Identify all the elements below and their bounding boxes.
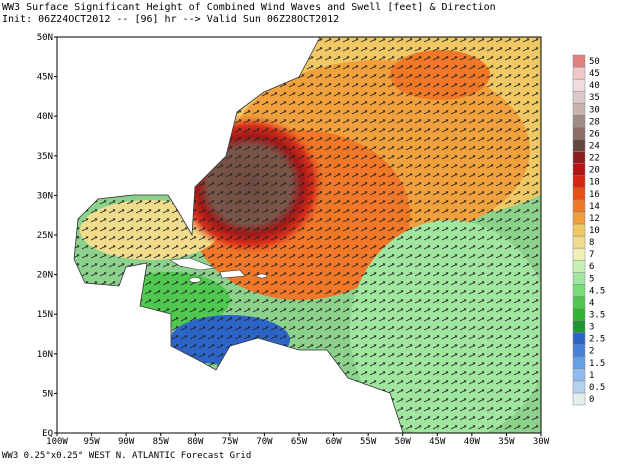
lat-label: 35N <box>37 152 53 162</box>
lon-label: 70W <box>256 437 273 447</box>
level-label: 1 <box>589 371 594 381</box>
subtitle: Init: 06Z24OCT2012 -- [96] hr --> Valid … <box>2 14 339 25</box>
lon-label: 45W <box>429 437 446 447</box>
color-swatch <box>572 78 586 92</box>
color-swatch <box>572 284 586 297</box>
color-swatch <box>572 296 586 309</box>
color-swatch <box>572 380 586 394</box>
level-label: 5 <box>589 274 594 284</box>
level-label: 7 <box>589 250 594 260</box>
level-label: 24 <box>589 142 600 152</box>
lon-label: 40W <box>464 437 481 447</box>
level-label: 22 <box>589 154 600 164</box>
lon-label: 35W <box>498 437 515 447</box>
lon-label: 65W <box>291 437 308 447</box>
wave-field <box>74 37 541 433</box>
color-swatch <box>572 187 586 201</box>
color-swatch <box>572 271 586 285</box>
lon-label: 60W <box>325 437 342 447</box>
level-label: 0 <box>589 395 594 405</box>
level-label: 8 <box>589 238 594 248</box>
color-swatch <box>572 368 586 382</box>
color-swatch <box>572 66 586 80</box>
level-label: 20 <box>589 166 600 176</box>
lon-label: 50W <box>395 437 412 447</box>
level-label: 45 <box>589 69 600 79</box>
level-label: 40 <box>589 81 600 91</box>
level-label: 3 <box>589 323 594 333</box>
color-swatch <box>572 54 586 68</box>
footer: WW3 0.25°x0.25° WEST N. ATLANTIC Forecas… <box>2 451 251 461</box>
lon-label: 30W <box>533 437 550 447</box>
lon-label: 85W <box>153 437 170 447</box>
colorbar: 0 0.5 1 1.5 2 2.5 3 3.5 4 4.5 5 6 7 8 10 12 14 16 18 20 22 24… <box>572 54 605 406</box>
color-swatch <box>572 223 586 237</box>
islands <box>169 257 268 283</box>
lat-label: 50N <box>37 33 53 43</box>
level-label: 28 <box>589 117 600 127</box>
lon-label: 75W <box>222 437 239 447</box>
level-label: 18 <box>589 178 600 188</box>
lon-label: 95W <box>83 437 100 447</box>
lon-label: 55W <box>360 437 377 447</box>
lon-label: 100W <box>46 437 68 447</box>
color-swatch <box>572 320 586 333</box>
lat-label: 40N <box>37 112 53 122</box>
lat-label: 15N <box>37 310 53 320</box>
color-swatch <box>572 127 586 140</box>
level-label: 6 <box>589 262 594 272</box>
color-swatch <box>572 151 586 164</box>
level-label: 30 <box>589 105 600 115</box>
color-swatch <box>572 235 586 249</box>
color-swatch <box>572 344 586 357</box>
level-label: 2 <box>589 347 594 357</box>
lat-label: 10N <box>37 350 53 360</box>
level-label: 0.5 <box>589 383 605 393</box>
lat-label: 30N <box>37 191 53 201</box>
color-swatch <box>572 247 586 261</box>
level-label: 16 <box>589 190 600 200</box>
lon-label: 90W <box>118 437 135 447</box>
color-swatch <box>572 103 586 116</box>
color-swatch <box>572 90 586 104</box>
level-label: 10 <box>589 226 600 236</box>
color-swatch <box>572 139 586 152</box>
lat-label: 20N <box>37 271 53 281</box>
level-label: 14 <box>589 202 600 212</box>
level-label: 4.5 <box>589 286 605 296</box>
level-label: 26 <box>589 129 600 139</box>
level-label: 2.5 <box>589 335 605 345</box>
coastline <box>73 36 404 434</box>
lat-label: EQ <box>42 429 53 439</box>
color-swatch <box>572 163 586 176</box>
color-swatch <box>572 308 586 321</box>
color-swatch <box>572 199 586 213</box>
lat-label: 25N <box>37 231 53 241</box>
lat-label: 45N <box>37 73 53 83</box>
color-swatch <box>572 356 586 370</box>
level-label: 4 <box>589 298 594 308</box>
color-swatch <box>572 259 586 273</box>
title: WW3 Surface Significant Height of Combin… <box>2 2 496 13</box>
color-swatch <box>572 332 586 345</box>
lat-label: 5N <box>42 389 53 399</box>
level-label: 50 <box>589 57 600 67</box>
level-label: 35 <box>589 93 600 103</box>
color-swatch <box>572 115 586 128</box>
color-swatch <box>572 175 586 189</box>
color-swatch <box>572 392 586 406</box>
level-label: 12 <box>589 214 600 224</box>
level-label: 1.5 <box>589 359 605 369</box>
lon-label: 80W <box>187 437 204 447</box>
level-label: 3.5 <box>589 310 605 320</box>
color-swatch <box>572 211 586 225</box>
